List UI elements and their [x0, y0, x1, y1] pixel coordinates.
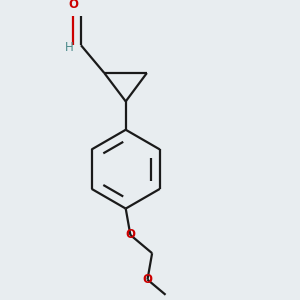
Text: O: O — [68, 0, 78, 11]
Text: O: O — [125, 229, 135, 242]
Text: H: H — [64, 41, 74, 54]
Text: O: O — [142, 273, 152, 286]
